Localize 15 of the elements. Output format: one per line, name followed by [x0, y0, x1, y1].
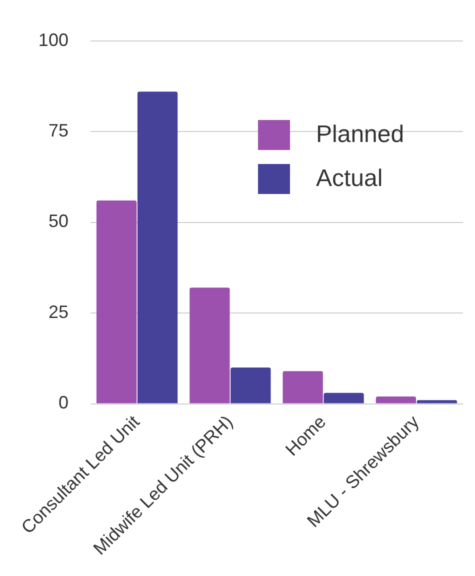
bar	[376, 396, 416, 404]
bar	[230, 367, 271, 404]
y-tick-label: 50	[48, 211, 68, 232]
legend-label: Planned	[316, 121, 404, 149]
bar	[416, 400, 458, 404]
bar	[324, 392, 364, 404]
y-tick-label: 75	[48, 120, 68, 141]
bar	[190, 288, 230, 404]
y-tick-label: 25	[48, 302, 68, 322]
bar	[282, 371, 323, 404]
bar	[96, 200, 137, 404]
y-tick-label: 100	[38, 30, 68, 50]
y-tick-label: 0	[58, 392, 68, 413]
legend-label: Actual	[316, 165, 383, 193]
bar	[137, 92, 178, 404]
